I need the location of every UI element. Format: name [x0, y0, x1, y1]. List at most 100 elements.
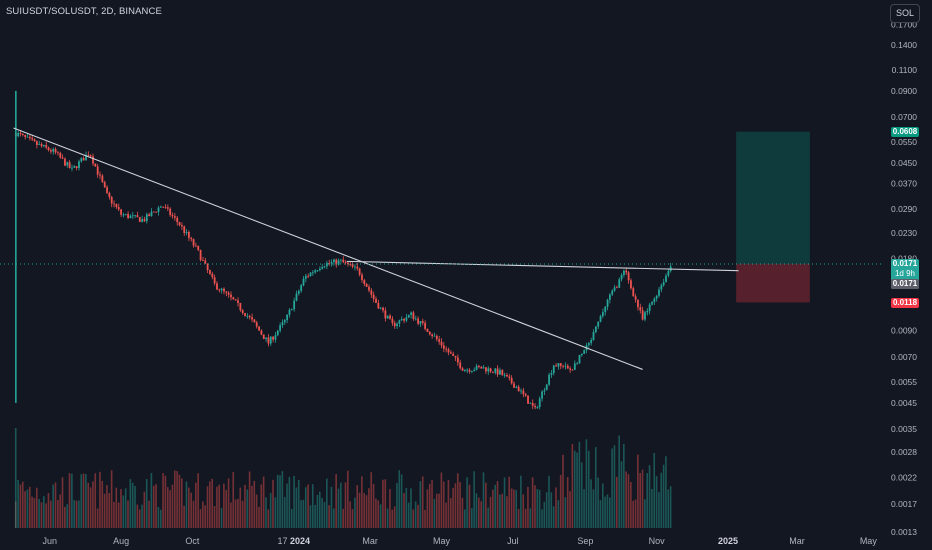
candle: [597, 321, 600, 330]
volume-bar: [630, 482, 632, 528]
candle: [52, 147, 55, 155]
candle: [190, 236, 193, 242]
price-tick-label: 0.1700: [891, 20, 917, 30]
descending-trendline[interactable]: [13, 127, 643, 370]
candle: [447, 347, 450, 356]
candle: [314, 269, 317, 274]
candle: [623, 269, 625, 278]
candle: [265, 337, 267, 342]
candle: [625, 267, 628, 276]
volume-bar: [171, 484, 174, 528]
volume-bar: [529, 508, 532, 528]
volume-bar: [396, 482, 398, 528]
loss-zone[interactable]: [736, 263, 810, 303]
volume-bar: [279, 475, 281, 528]
volume-bar: [368, 488, 370, 528]
trendlines[interactable]: [13, 127, 739, 370]
time-tick-label: 2024: [290, 536, 310, 546]
candle: [325, 260, 328, 270]
candle: [335, 258, 338, 268]
volume-bar: [405, 487, 408, 528]
volume-bar: [255, 494, 258, 528]
volume-bar: [19, 484, 22, 528]
candle: [241, 308, 244, 315]
candle: [262, 334, 265, 340]
candle: [239, 302, 242, 312]
volume-bar: [103, 493, 106, 528]
volume-bar: [45, 503, 47, 528]
candle: [361, 272, 363, 283]
candle: [281, 319, 284, 328]
volume-bar: [447, 480, 450, 528]
price-tick-label: 0.0028: [891, 447, 917, 457]
candle: [276, 329, 279, 337]
candle: [143, 216, 146, 222]
candle: [639, 303, 642, 314]
volume-bar: [265, 497, 267, 528]
volume-bar: [21, 481, 24, 528]
time-tick-label: May: [433, 536, 451, 546]
volume-bar: [391, 509, 394, 528]
candle: [499, 367, 501, 376]
volume-bar: [534, 485, 536, 528]
candle: [43, 144, 45, 148]
volume-bar: [639, 473, 641, 528]
candle: [171, 212, 174, 219]
candle: [269, 335, 272, 346]
profit-zone[interactable]: [736, 131, 810, 264]
candle: [297, 289, 300, 296]
volume-bar: [651, 488, 653, 528]
horizontal-resistance-line[interactable]: [346, 260, 739, 272]
candle: [616, 285, 618, 289]
candle: [382, 306, 384, 313]
candle: [573, 360, 576, 371]
candle: [99, 171, 101, 180]
candle: [658, 287, 660, 298]
volume-bar: [131, 482, 134, 528]
volume-bar: [384, 479, 387, 528]
volume-bar: [627, 474, 630, 528]
candle: [138, 216, 141, 223]
price-tick-label: 0.0290: [891, 204, 917, 214]
volume-bar: [590, 479, 592, 528]
candle: [510, 375, 513, 385]
volume-bar: [31, 496, 33, 528]
candle: [620, 273, 623, 282]
volume-bar: [330, 486, 333, 528]
volume-bar: [637, 454, 639, 528]
price-axis[interactable]: 0.1700 0.1400 0.1100 0.0900 0.0700 0.0550 0.04…: [891, 20, 917, 538]
candle: [337, 258, 340, 266]
volume-bar: [206, 486, 209, 528]
candle: [396, 322, 398, 329]
volume-bar: [295, 487, 298, 528]
currency-button[interactable]: SOL: [890, 4, 920, 23]
volume-bar: [433, 498, 436, 528]
candle: [127, 211, 129, 220]
volume-bar: [24, 491, 26, 528]
candle: [475, 363, 478, 371]
candle: [244, 312, 246, 317]
time-axis[interactable]: Jun Aug Oct 17 2024 Mar May Jul Sep Nov 2025 Mar May: [42, 536, 877, 546]
price-tick-label: 0.0055: [891, 377, 917, 387]
volume-bar: [527, 486, 529, 528]
volume-bar: [489, 496, 492, 528]
candle: [183, 225, 186, 236]
candle: [358, 267, 361, 277]
candle: [531, 399, 534, 410]
long-position-tool[interactable]: [736, 131, 810, 303]
candle: [258, 326, 260, 331]
candle: [101, 174, 104, 184]
volume-bar: [159, 509, 162, 528]
volume-bar: [473, 471, 475, 528]
volume-bar: [54, 482, 57, 528]
candle: [279, 322, 282, 333]
candle: [234, 299, 237, 301]
candle: [571, 368, 574, 371]
candle: [26, 133, 29, 138]
volume-bar: [386, 508, 389, 528]
volume-bar: [162, 473, 164, 528]
price-tick-label: 0.0370: [891, 178, 917, 188]
candle: [267, 334, 270, 347]
